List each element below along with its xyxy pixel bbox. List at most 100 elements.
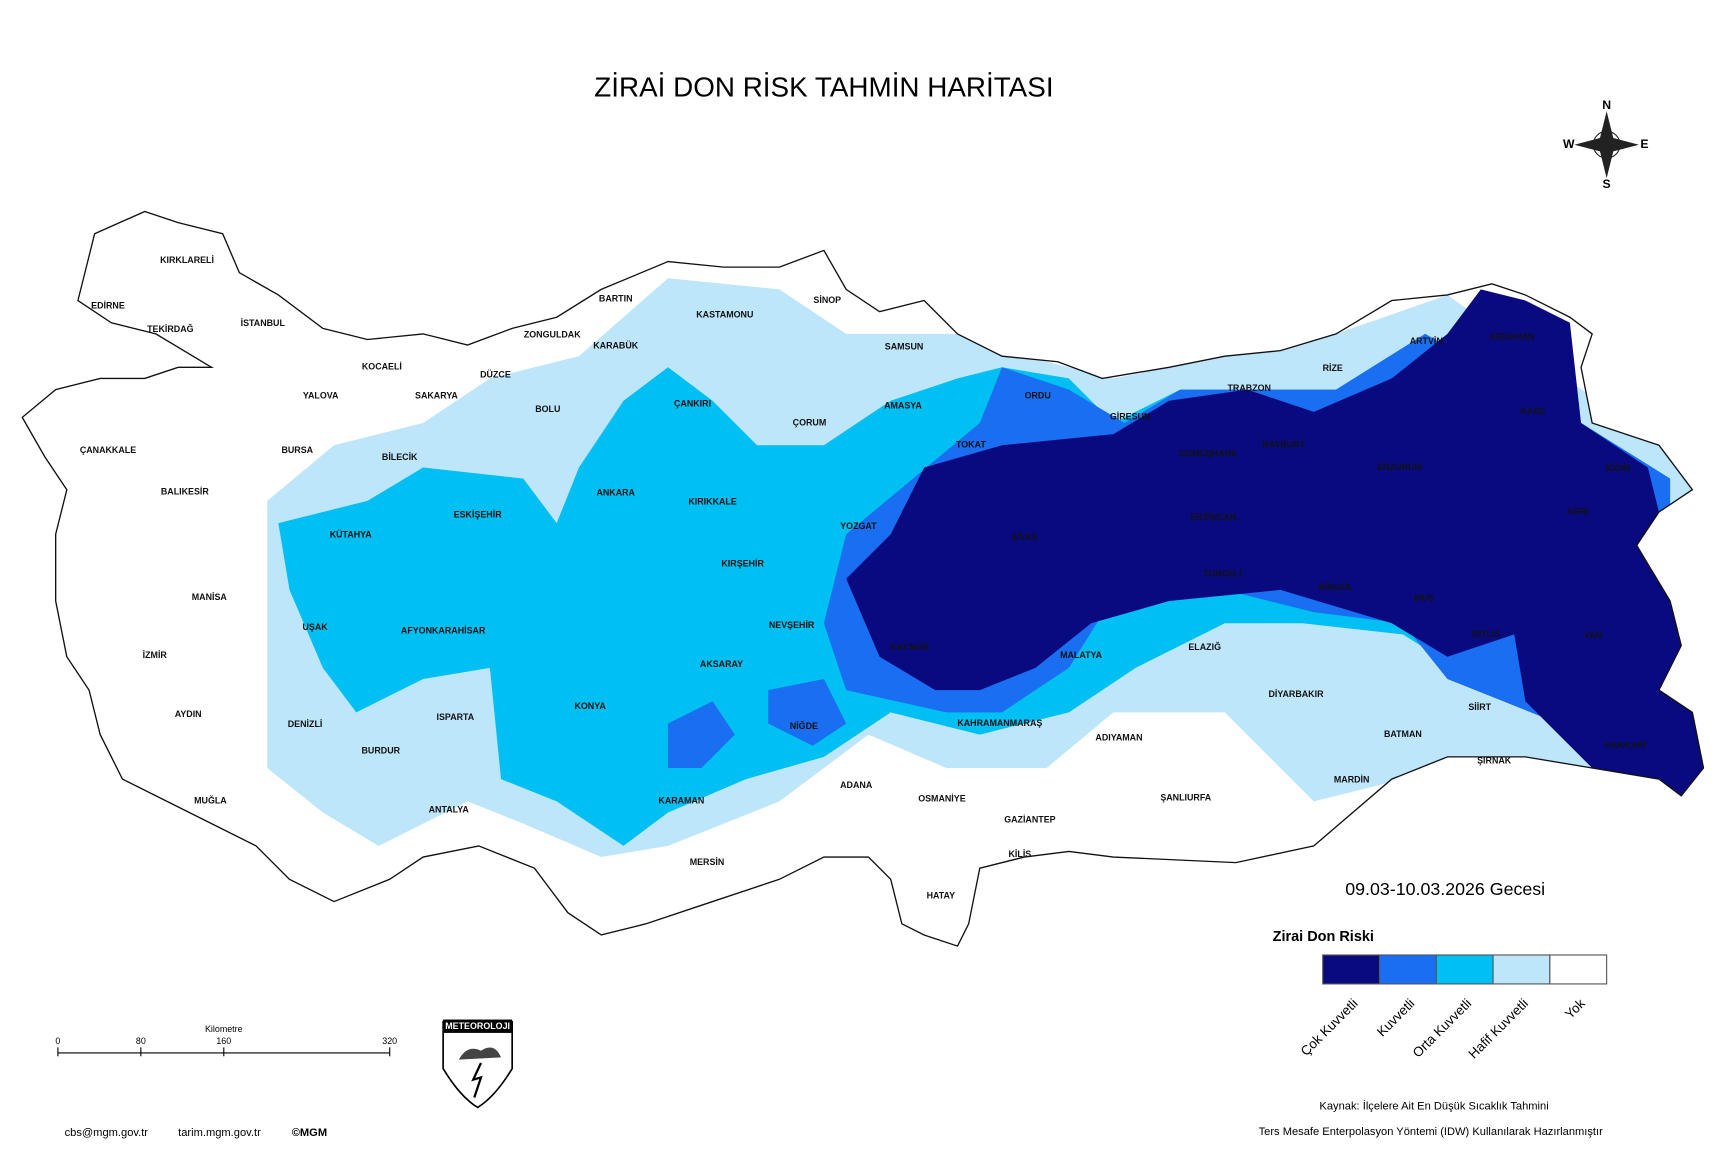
scale-tick-label: 0: [55, 1036, 60, 1046]
province-label: SAKARYA: [415, 391, 458, 401]
compass: N E S W: [1563, 98, 1649, 191]
legend-label: Yok: [1562, 996, 1588, 1022]
province-label: IĞDIR: [1605, 462, 1630, 473]
province-label: ÇORUM: [793, 417, 827, 427]
province-label: ŞANLIURFA: [1160, 792, 1211, 802]
province-label: BATMAN: [1384, 729, 1422, 739]
province-label: KIRIKKALE: [688, 496, 736, 506]
province-label: ELAZIĞ: [1188, 641, 1221, 652]
province-label: RİZE: [1323, 363, 1343, 373]
province-label: KİLİS: [1009, 849, 1032, 859]
province-label: ARDAHAN: [1490, 332, 1535, 342]
compass-e: E: [1640, 137, 1648, 151]
province-label: TUNCELİ: [1203, 569, 1242, 579]
compass-rose: [1574, 111, 1639, 179]
source-line-2: Ters Mesafe Enterpolasyon Yöntemi (IDW) …: [1259, 1126, 1604, 1138]
compass-s: S: [1603, 177, 1611, 191]
legend-swatch: [1492, 954, 1551, 985]
province-label: MERSİN: [690, 857, 725, 867]
compass-w: W: [1563, 137, 1575, 151]
province-labels: KIRKLARELİ EDİRNE TEKİRDAĞ İSTANBUL KOCAELİ Y…: [80, 255, 1646, 901]
risk-zones: [267, 278, 1704, 858]
province-label: ADIYAMAN: [1095, 732, 1142, 742]
logo-cloud: [458, 1047, 502, 1060]
province-label: AĞRI: [1567, 505, 1589, 516]
province-label: BURSA: [281, 445, 313, 455]
footer-copyright: ©MGM: [292, 1127, 327, 1139]
province-label: BURDUR: [362, 746, 401, 756]
date-label: 09.03-10.03.2026 Gecesi: [1345, 879, 1545, 899]
province-label: BARTIN: [599, 294, 633, 304]
province-label: BİLECİK: [382, 452, 418, 462]
province-label: ŞIRNAK: [1477, 756, 1512, 766]
province-label: EDİRNE: [91, 300, 125, 310]
province-label: DÜZCE: [480, 369, 511, 379]
province-label: ESKİŞEHİR: [454, 510, 503, 520]
legend-swatch: [1549, 954, 1608, 985]
compass-n: N: [1602, 98, 1611, 112]
legend-swatch: [1378, 954, 1437, 985]
province-label: ÇANAKKALE: [80, 445, 136, 455]
province-label: KARAMAN: [658, 796, 704, 806]
scale-tick-label: 320: [382, 1036, 397, 1046]
province-label: HATAY: [927, 890, 956, 900]
province-label: KASTAMONU: [696, 309, 753, 319]
province-label: UŞAK: [302, 622, 328, 632]
province-label: ANKARA: [596, 487, 635, 497]
logo-shield: [442, 1020, 513, 1109]
logo: METEOROLOJI: [442, 1019, 513, 1109]
province-label: NEVŞEHİR: [769, 620, 815, 630]
province-label: GİRESUN: [1110, 412, 1151, 422]
province-label: VAN: [1584, 630, 1602, 640]
province-label: KOCAELİ: [362, 362, 402, 372]
province-label: AKSARAY: [700, 659, 743, 669]
province-label: KONYA: [574, 701, 606, 711]
province-label: BALIKESİR: [161, 486, 210, 496]
scale-tick-label: 80: [136, 1036, 146, 1046]
province-label: KÜTAHYA: [330, 530, 373, 540]
province-label: ERZURUM: [1377, 462, 1421, 472]
province-label: MALATYA: [1060, 650, 1103, 660]
province-label: TRABZON: [1227, 383, 1270, 393]
footer-site: tarim.mgm.gov.tr: [178, 1127, 261, 1139]
province-label: GÜMÜŞHANE: [1179, 448, 1237, 458]
province-label: KARABÜK: [593, 341, 639, 351]
scale-bar: Kilometre 0 80 160 320: [55, 1024, 397, 1057]
province-label: ZONGULDAK: [524, 329, 581, 339]
province-label: AMASYA: [884, 401, 922, 411]
province-label: GAZİANTEP: [1004, 815, 1055, 825]
province-label: BOLU: [535, 404, 560, 414]
province-label: ERZİNCAN: [1191, 512, 1237, 522]
province-label: DİYARBAKIR: [1268, 689, 1324, 699]
province-label: MUŞ: [1414, 593, 1434, 603]
province-label: SİİRT: [1468, 702, 1491, 712]
logo-band: [443, 1019, 513, 1033]
legend-title: Zirai Don Riski: [1273, 929, 1374, 945]
province-label: AYDIN: [175, 709, 202, 719]
province-label: ISPARTA: [437, 712, 475, 722]
logo-text: METEOROLOJI: [445, 1021, 510, 1031]
province-label: DENİZLİ: [288, 719, 323, 729]
map-title: ZİRAİ DON RİSK TAHMİN HARİTASI: [594, 71, 1053, 102]
province-label: TOKAT: [956, 440, 986, 450]
province-label: SİVAS: [1011, 532, 1037, 542]
province-label: KAYSERİ: [890, 642, 929, 652]
zone-strong-patch: [668, 678, 847, 768]
turkey-map: [21, 210, 1705, 947]
legend-label: Çok Kuvvetli: [1298, 996, 1361, 1059]
province-label: SAMSUN: [885, 342, 924, 352]
province-label: KIRŞEHİR: [721, 559, 764, 569]
province-label: ANTALYA: [429, 805, 470, 815]
province-label: KARS: [1521, 406, 1546, 416]
province-label: ORDU: [1025, 391, 1051, 401]
province-label: MANİSA: [192, 592, 228, 602]
province-label: HAKKARİ: [1605, 740, 1646, 750]
province-label: BAYBURT: [1262, 440, 1305, 450]
province-label: SİNOP: [813, 295, 841, 305]
footer-email: cbs@mgm.gov.tr: [65, 1127, 149, 1139]
source-line-1: Kaynak: İlçelere Ait En Düşük Sıcaklık T…: [1319, 1099, 1548, 1112]
province-label: İSTANBUL: [241, 318, 286, 328]
province-label: KAHRAMANMARAŞ: [957, 718, 1042, 728]
